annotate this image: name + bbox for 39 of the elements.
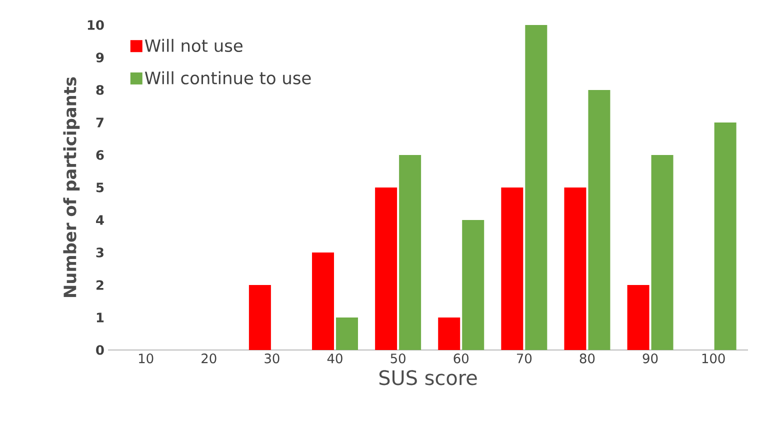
bar: [525, 24, 548, 350]
y-tick-label: 8: [96, 85, 104, 95]
bar: [462, 220, 484, 350]
bar: [501, 187, 524, 350]
y-tick-label: 2: [96, 280, 104, 290]
y-tick-label: 0: [96, 345, 104, 355]
x-tick-label: 60: [454, 354, 468, 364]
y-axis-title: Number of participants: [63, 77, 80, 297]
bar: [564, 187, 586, 350]
bar: [627, 285, 650, 350]
x-tick-label: 90: [642, 354, 658, 364]
bar: [438, 318, 460, 350]
x-tick-label: 70: [516, 354, 532, 364]
y-tick-label: 1: [96, 312, 104, 322]
bar: [375, 187, 398, 350]
legend-label: Will continue to use: [144, 71, 311, 84]
bar: [336, 318, 358, 350]
x-tick-label: 50: [390, 354, 406, 364]
x-axis-title: SUS score: [379, 370, 477, 386]
bar: [248, 285, 271, 350]
y-tick-label: 4: [96, 215, 104, 225]
y-tick-label: 6: [96, 150, 104, 160]
bar: [714, 122, 736, 350]
bar: [312, 252, 334, 350]
bar: [651, 154, 674, 350]
legend-label: Will not use: [144, 38, 242, 52]
y-tick-label: 3: [96, 248, 104, 258]
x-tick-label: 30: [264, 354, 280, 364]
y-tick-label: 10: [88, 20, 104, 30]
bar: [588, 90, 610, 350]
y-tick-label: 9: [96, 52, 104, 62]
x-tick-label: 20: [202, 354, 216, 364]
x-tick-label: 40: [327, 354, 342, 364]
x-tick-label: 10: [139, 354, 154, 364]
y-tick-label: 7: [96, 118, 104, 128]
bar: [399, 154, 422, 350]
x-tick-label: 80: [580, 354, 595, 364]
x-tick-label: 100: [702, 354, 725, 364]
y-tick-label: 5: [96, 182, 104, 192]
